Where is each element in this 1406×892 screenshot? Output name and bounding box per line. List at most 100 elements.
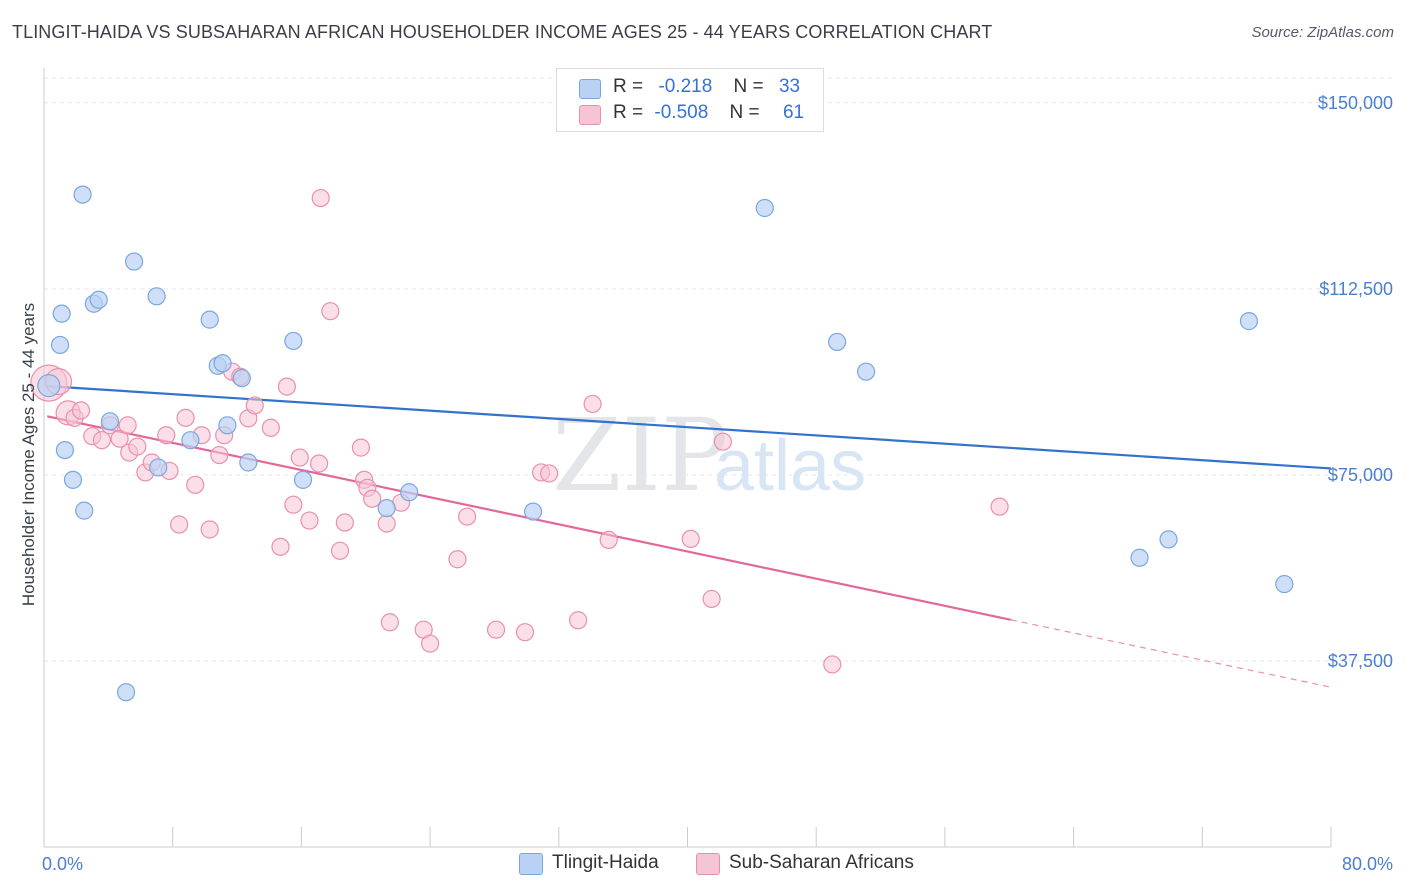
chart-title: TLINGIT-HAIDA VS SUBSAHARAN AFRICAN HOUS… (12, 22, 993, 42)
data-point-sub-saharan-africans (110, 429, 129, 448)
data-point-sub-saharan-africans (713, 432, 732, 451)
data-point-tlingit-haida (1130, 548, 1149, 567)
bottom-legend-swatch-tlingit-haida (519, 853, 543, 875)
x-tick-label: 0.0% (42, 854, 83, 874)
data-point-tlingit-haida (239, 453, 258, 472)
watermark: ZIP atlas (552, 397, 866, 514)
y-tick-label: $75,000 (1328, 465, 1393, 485)
data-point-sub-saharan-africans (176, 408, 195, 427)
data-point-tlingit-haida (55, 440, 75, 460)
data-point-tlingit-haida (147, 287, 166, 306)
data-point-sub-saharan-africans (363, 489, 382, 508)
data-point-sub-saharan-africans (377, 514, 396, 533)
data-point-sub-saharan-africans (92, 431, 112, 450)
data-point-sub-saharan-africans (71, 401, 91, 420)
data-point-sub-saharan-africans (421, 634, 440, 653)
data-point-tlingit-haida (284, 331, 303, 351)
data-point-sub-saharan-africans (330, 541, 350, 560)
x-tick-label: 80.0% (1342, 854, 1393, 874)
bottom-legend-label: Sub-Saharan Africans (729, 852, 914, 873)
data-point-sub-saharan-africans (486, 620, 506, 639)
data-point-sub-saharan-africans (583, 394, 602, 414)
data-point-tlingit-haida (1239, 312, 1259, 331)
data-point-tlingit-haida (218, 416, 237, 435)
legend-n-value: 61 (782, 102, 805, 123)
data-point-sub-saharan-africans (681, 529, 700, 549)
bottom-legend-label: Tlingit-Haida (552, 852, 659, 873)
data-point-sub-saharan-africans (599, 530, 618, 549)
data-point-tlingit-haida (213, 354, 232, 373)
data-point-tlingit-haida (377, 499, 396, 518)
data-point-sub-saharan-africans (200, 520, 219, 539)
data-point-sub-saharan-africans (458, 507, 477, 526)
data-point-tlingit-haida (73, 185, 92, 204)
data-point-sub-saharan-africans (245, 396, 264, 415)
data-point-sub-saharan-africans (540, 464, 559, 483)
data-point-sub-saharan-africans (157, 426, 176, 445)
watermark-atlas: atlas (714, 426, 866, 506)
y-tick-label: $150,000 (1318, 93, 1393, 113)
data-point-sub-saharan-africans (448, 550, 467, 569)
data-point-sub-saharan-africans (515, 623, 535, 642)
data-point-tlingit-haida (52, 304, 71, 323)
data-point-tlingit-haida (232, 369, 251, 388)
data-point-tlingit-haida (124, 252, 144, 271)
legend: R = -0.218 N = 33 R = -0.508 N = 61 (556, 68, 824, 132)
data-point-tlingit-haida (400, 483, 419, 502)
data-point-tlingit-haida (89, 290, 108, 309)
data-point-sub-saharan-africans (128, 437, 147, 456)
gridlines (44, 77, 1393, 662)
legend-swatch-sub-saharan-africans (579, 105, 601, 125)
data-point-tlingit-haida (1159, 530, 1178, 549)
data-point-tlingit-haida (755, 198, 774, 218)
data-point-sub-saharan-africans (271, 537, 290, 556)
data-point-sub-saharan-africans (702, 589, 721, 609)
legend-n-label: N = (729, 102, 760, 123)
data-point-sub-saharan-africans (170, 515, 189, 534)
data-point-sub-saharan-africans (284, 495, 303, 514)
data-point-tlingit-haida (63, 470, 83, 489)
data-point-sub-saharan-africans (118, 416, 137, 435)
data-point-sub-saharan-africans (210, 445, 229, 465)
data-point-sub-saharan-africans (990, 497, 1009, 516)
legend-r-value: -0.218 (658, 76, 713, 97)
data-point-tlingit-haida (856, 362, 876, 381)
data-point-sub-saharan-africans (309, 454, 329, 473)
data-point-sub-saharan-africans (380, 613, 399, 632)
data-point-sub-saharan-africans (300, 511, 319, 530)
data-point-sub-saharan-africans (351, 438, 371, 457)
data-point-tlingit-haida (100, 412, 120, 431)
data-point-sub-saharan-africans (823, 655, 842, 674)
y-tick-label: $37,500 (1328, 651, 1393, 671)
data-point-tlingit-haida (181, 431, 200, 450)
legend-r-label: R = (613, 76, 644, 97)
data-point-tlingit-haida (828, 332, 847, 352)
legend-swatch-tlingit-haida (579, 79, 601, 99)
axis-labels: $37,500 $75,000 $112,500 $150,000 0.0% 80.0% H… (19, 93, 1393, 874)
data-point-tlingit-haida (116, 683, 136, 702)
y-tick-label: $112,500 (1319, 279, 1393, 299)
data-point-tlingit-haida (200, 310, 219, 329)
data-point-tlingit-haida (50, 335, 70, 355)
source-attribution: Source: ZipAtlas.com (1251, 24, 1394, 41)
data-point-sub-saharan-africans (186, 475, 205, 494)
data-point-sub-saharan-africans (290, 448, 309, 467)
legend-n-value: 33 (778, 76, 801, 97)
data-point-sub-saharan-africans (261, 418, 280, 437)
legend-n-label: N = (733, 76, 764, 97)
data-point-tlingit-haida (1275, 574, 1294, 594)
data-point-sub-saharan-africans (335, 513, 354, 532)
trend-line-sub-saharan-africans-extrapolated (1010, 619, 1332, 688)
data-point-tlingit-haida (293, 470, 313, 489)
y-axis-label: Householder Income Ages 25 - 44 years (19, 303, 38, 606)
legend-r-label: R = (613, 102, 644, 123)
data-point-tlingit-haida (75, 501, 94, 520)
data-points (30, 185, 1294, 702)
bottom-legend-swatch-sub-saharan-africans (696, 853, 720, 875)
data-point-sub-saharan-africans (311, 188, 330, 208)
data-point-sub-saharan-africans (277, 377, 297, 396)
legend-r-value: -0.508 (654, 102, 709, 123)
data-point-sub-saharan-africans (321, 302, 340, 321)
data-point-sub-saharan-africans (569, 611, 588, 630)
